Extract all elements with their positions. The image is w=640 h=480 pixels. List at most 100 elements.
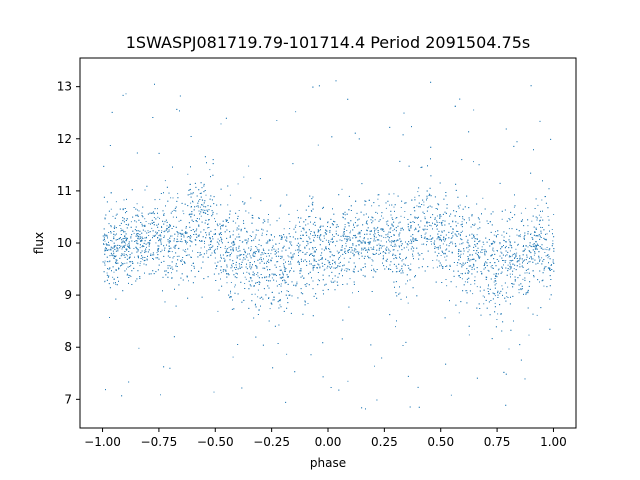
data-point (334, 261, 336, 263)
data-point (286, 194, 288, 196)
data-point (113, 252, 115, 254)
data-point (209, 237, 211, 238)
data-point (136, 240, 138, 242)
data-point (137, 230, 139, 232)
data-point (545, 202, 547, 204)
data-point (176, 255, 178, 257)
data-point (475, 260, 477, 262)
data-point (328, 248, 329, 250)
data-point (177, 259, 179, 261)
data-point (253, 251, 255, 253)
data-point (312, 255, 313, 256)
data-point (511, 255, 513, 257)
data-point (254, 261, 255, 263)
data-point (221, 242, 223, 244)
data-point (338, 273, 340, 275)
data-point (261, 252, 263, 253)
data-point (116, 233, 117, 235)
data-point (305, 219, 307, 221)
data-point (446, 285, 448, 287)
data-point (260, 274, 262, 275)
data-point (306, 245, 308, 247)
data-point (428, 195, 430, 196)
data-point (126, 227, 128, 229)
data-point (360, 268, 362, 270)
data-point (282, 236, 283, 238)
data-point (106, 250, 108, 251)
data-point (172, 197, 174, 199)
data-point (353, 226, 355, 228)
data-point (137, 214, 139, 216)
data-point (152, 258, 154, 259)
data-point (509, 235, 511, 237)
data-point (443, 236, 445, 238)
data-point (144, 218, 146, 220)
data-point (348, 306, 350, 308)
data-point (436, 259, 438, 261)
data-point (263, 250, 265, 251)
data-point (503, 264, 504, 266)
data-point (183, 261, 185, 263)
data-point (206, 162, 207, 164)
data-point (510, 329, 512, 331)
data-point (304, 253, 306, 255)
data-point (316, 297, 318, 299)
data-point (143, 260, 145, 262)
data-point (102, 261, 104, 263)
data-point (266, 230, 268, 232)
data-point (364, 247, 366, 249)
data-point (321, 258, 323, 260)
data-point (244, 252, 246, 254)
data-point (538, 223, 540, 225)
data-point (137, 249, 139, 251)
data-point (267, 240, 269, 242)
data-point (123, 246, 125, 248)
data-point (538, 257, 540, 259)
data-point (268, 287, 270, 289)
data-point (491, 224, 493, 226)
data-point (378, 243, 380, 245)
data-point (347, 249, 349, 251)
data-point (237, 215, 239, 217)
data-point (546, 286, 548, 288)
data-point (526, 272, 528, 274)
data-point (248, 288, 250, 290)
data-point (402, 259, 404, 260)
data-point (153, 224, 155, 226)
data-point (140, 261, 142, 263)
data-point (141, 215, 143, 217)
data-point (106, 235, 108, 237)
data-point (256, 267, 258, 269)
data-point (305, 224, 307, 226)
data-point (505, 246, 506, 248)
data-point (353, 224, 354, 226)
data-point (548, 262, 549, 264)
data-point (239, 265, 241, 267)
data-point (282, 271, 284, 273)
data-point (198, 189, 200, 191)
data-point (324, 264, 326, 265)
data-point (403, 112, 405, 114)
data-point (519, 236, 521, 238)
data-point (195, 186, 197, 188)
data-point (132, 216, 134, 218)
data-point (407, 226, 409, 228)
data-point (473, 246, 475, 248)
data-point (128, 245, 130, 247)
data-point (454, 243, 456, 245)
data-point (358, 291, 359, 292)
data-point (522, 265, 523, 267)
data-point (400, 229, 402, 231)
data-point (437, 248, 439, 250)
data-point (549, 298, 551, 300)
data-point (440, 264, 442, 266)
data-point (449, 266, 451, 267)
data-point (334, 221, 336, 223)
data-point (168, 242, 170, 244)
data-point (282, 273, 284, 275)
data-point (377, 239, 379, 241)
data-point (261, 277, 263, 279)
data-point (291, 281, 293, 283)
data-point (163, 260, 165, 262)
data-point (409, 406, 411, 408)
